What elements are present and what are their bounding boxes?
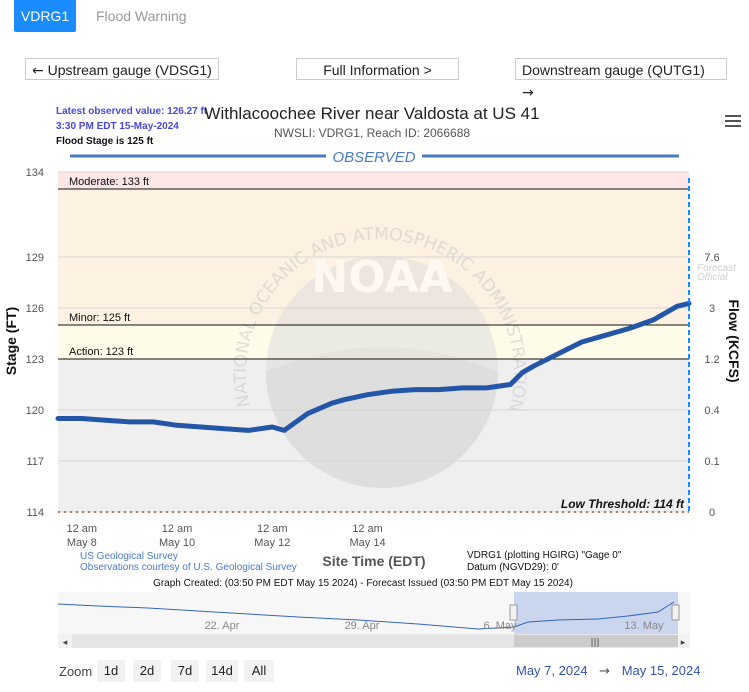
navigator-label-may6: 6. May — [483, 620, 517, 632]
navigator-left-handle[interactable] — [509, 604, 518, 621]
moderate-band — [58, 172, 689, 189]
range-arrow-icon: → — [599, 664, 611, 679]
usgs-credit[interactable]: US Geological Survey — [80, 551, 178, 562]
x-tick-date: May 14 — [350, 537, 386, 549]
navigator-series-line — [58, 601, 675, 630]
y-tick-label: 120 — [26, 405, 44, 417]
y2-tick-label: 0 — [709, 507, 715, 519]
scroll-left-icon[interactable]: ◂ — [63, 638, 68, 648]
zoom-7d-button[interactable]: 7d — [171, 660, 199, 682]
tab-flood-warning[interactable]: Flood Warning — [96, 8, 187, 24]
y-tick-label: 123 — [26, 354, 44, 366]
y2-tick-label: 0.1 — [704, 456, 719, 468]
range-navigator[interactable]: 22. Apr 29. Apr 6. May 13. May ||| ◂ ▸ — [58, 592, 690, 648]
date-range: May 7, 2024 → May 15, 2024 — [516, 663, 700, 679]
y-tick-label: 114 — [26, 507, 44, 519]
y-tick-label: 117 — [26, 456, 44, 468]
y-tick-label: 129 — [26, 252, 44, 264]
y2-axis-title: Flow (KCFS) — [726, 299, 742, 382]
tab-vdrg1[interactable]: VDRG1 — [14, 0, 76, 32]
y2-tick-label: 0.4 — [704, 405, 719, 417]
chart-menu-icon[interactable] — [725, 112, 741, 130]
full-information-button[interactable]: Full Information > — [296, 58, 459, 80]
range-from[interactable]: May 7, 2024 — [516, 663, 588, 678]
zoom-label: Zoom — [59, 664, 93, 679]
low-threshold-label: Low Threshold: 114 ft — [561, 497, 685, 511]
scrollbar-grip-icon: ||| — [590, 638, 599, 648]
observed-series-line — [55, 300, 692, 433]
arrow-right-icon: → — [522, 85, 534, 101]
latest-observed-value: Latest observed value: 126.27 ft — [56, 106, 208, 117]
flood-stage-note: Flood Stage is 125 ft — [56, 136, 154, 147]
zoom-14d-button[interactable]: 14d — [206, 660, 238, 682]
official-label: Official — [697, 272, 728, 283]
y-tick-label: 126 — [26, 303, 44, 315]
x-tick-date: May 12 — [254, 537, 290, 549]
usgs-courtesy[interactable]: Observations courtesy of U.S. Geological… — [80, 562, 297, 573]
hydrograph-chart: Latest observed value: 126.27 ft 3:30 PM… — [0, 96, 742, 589]
graph-created-note: Graph Created: (03:50 PM EDT May 15 2024… — [153, 578, 573, 589]
x-tick-time: 12 am — [257, 523, 288, 535]
threshold-label: Moderate: 133 ft — [69, 176, 149, 188]
arrow-left-icon: ← — [32, 63, 44, 79]
threshold-label: Action: 123 ft — [69, 346, 133, 358]
scroll-right-icon[interactable]: ▸ — [681, 638, 686, 648]
x-tick-time: 12 am — [162, 523, 193, 535]
plotting-note: VDRG1 (plotting HGIRG) "Gage 0" — [467, 550, 622, 561]
chart-subtitle: NWSLI: VDRG1, Reach ID: 2066688 — [274, 126, 470, 140]
range-to[interactable]: May 15, 2024 — [621, 663, 701, 678]
x-tick-time: 12 am — [352, 523, 383, 535]
zoom-1d-button[interactable]: 1d — [97, 660, 125, 682]
x-axis-title: Site Time (EDT) — [322, 553, 425, 569]
threshold-label: Minor: 125 ft — [69, 312, 130, 324]
upstream-gauge-label: Upstream gauge (VDSG1) — [47, 62, 212, 78]
navigator-label-apr29: 29. Apr — [345, 620, 380, 632]
y-tick-label: 134 — [26, 167, 44, 179]
x-tick-date: May 10 — [159, 537, 195, 549]
observed-label: OBSERVED — [332, 149, 415, 166]
zoom-2d-button[interactable]: 2d — [133, 660, 161, 682]
downstream-gauge-button[interactable]: Downstream gauge (QUTG1) → — [515, 58, 727, 101]
downstream-gauge-label: Downstream gauge (QUTG1) — [522, 62, 705, 78]
navigator-label-apr22: 22. Apr — [205, 620, 240, 632]
y-axis-title: Stage (FT) — [3, 307, 19, 375]
x-tick-date: May 8 — [67, 537, 97, 549]
y2-tick-label: 3 — [709, 303, 715, 315]
y2-tick-label: 1.2 — [704, 354, 719, 366]
zoom-all-button[interactable]: All — [244, 660, 274, 682]
chart-title: Withlacoochee River near Valdosta at US … — [204, 104, 539, 123]
forecast-label: Forecast — [697, 263, 737, 274]
upstream-gauge-button[interactable]: ← Upstream gauge (VDSG1) — [25, 58, 219, 80]
latest-observed-time: 3:30 PM EDT 15-May-2024 — [56, 121, 179, 132]
navigator-right-handle[interactable] — [671, 604, 680, 621]
datum-note: Datum (NGVD29): 0' — [467, 562, 559, 573]
scrollbar-thumb[interactable] — [514, 635, 678, 647]
noaa-logo-text: NOAA — [311, 252, 452, 303]
x-tick-time: 12 am — [67, 523, 98, 535]
y2-tick-label: 7.6 — [704, 252, 719, 264]
navigator-label-may13: 13. May — [624, 620, 664, 632]
